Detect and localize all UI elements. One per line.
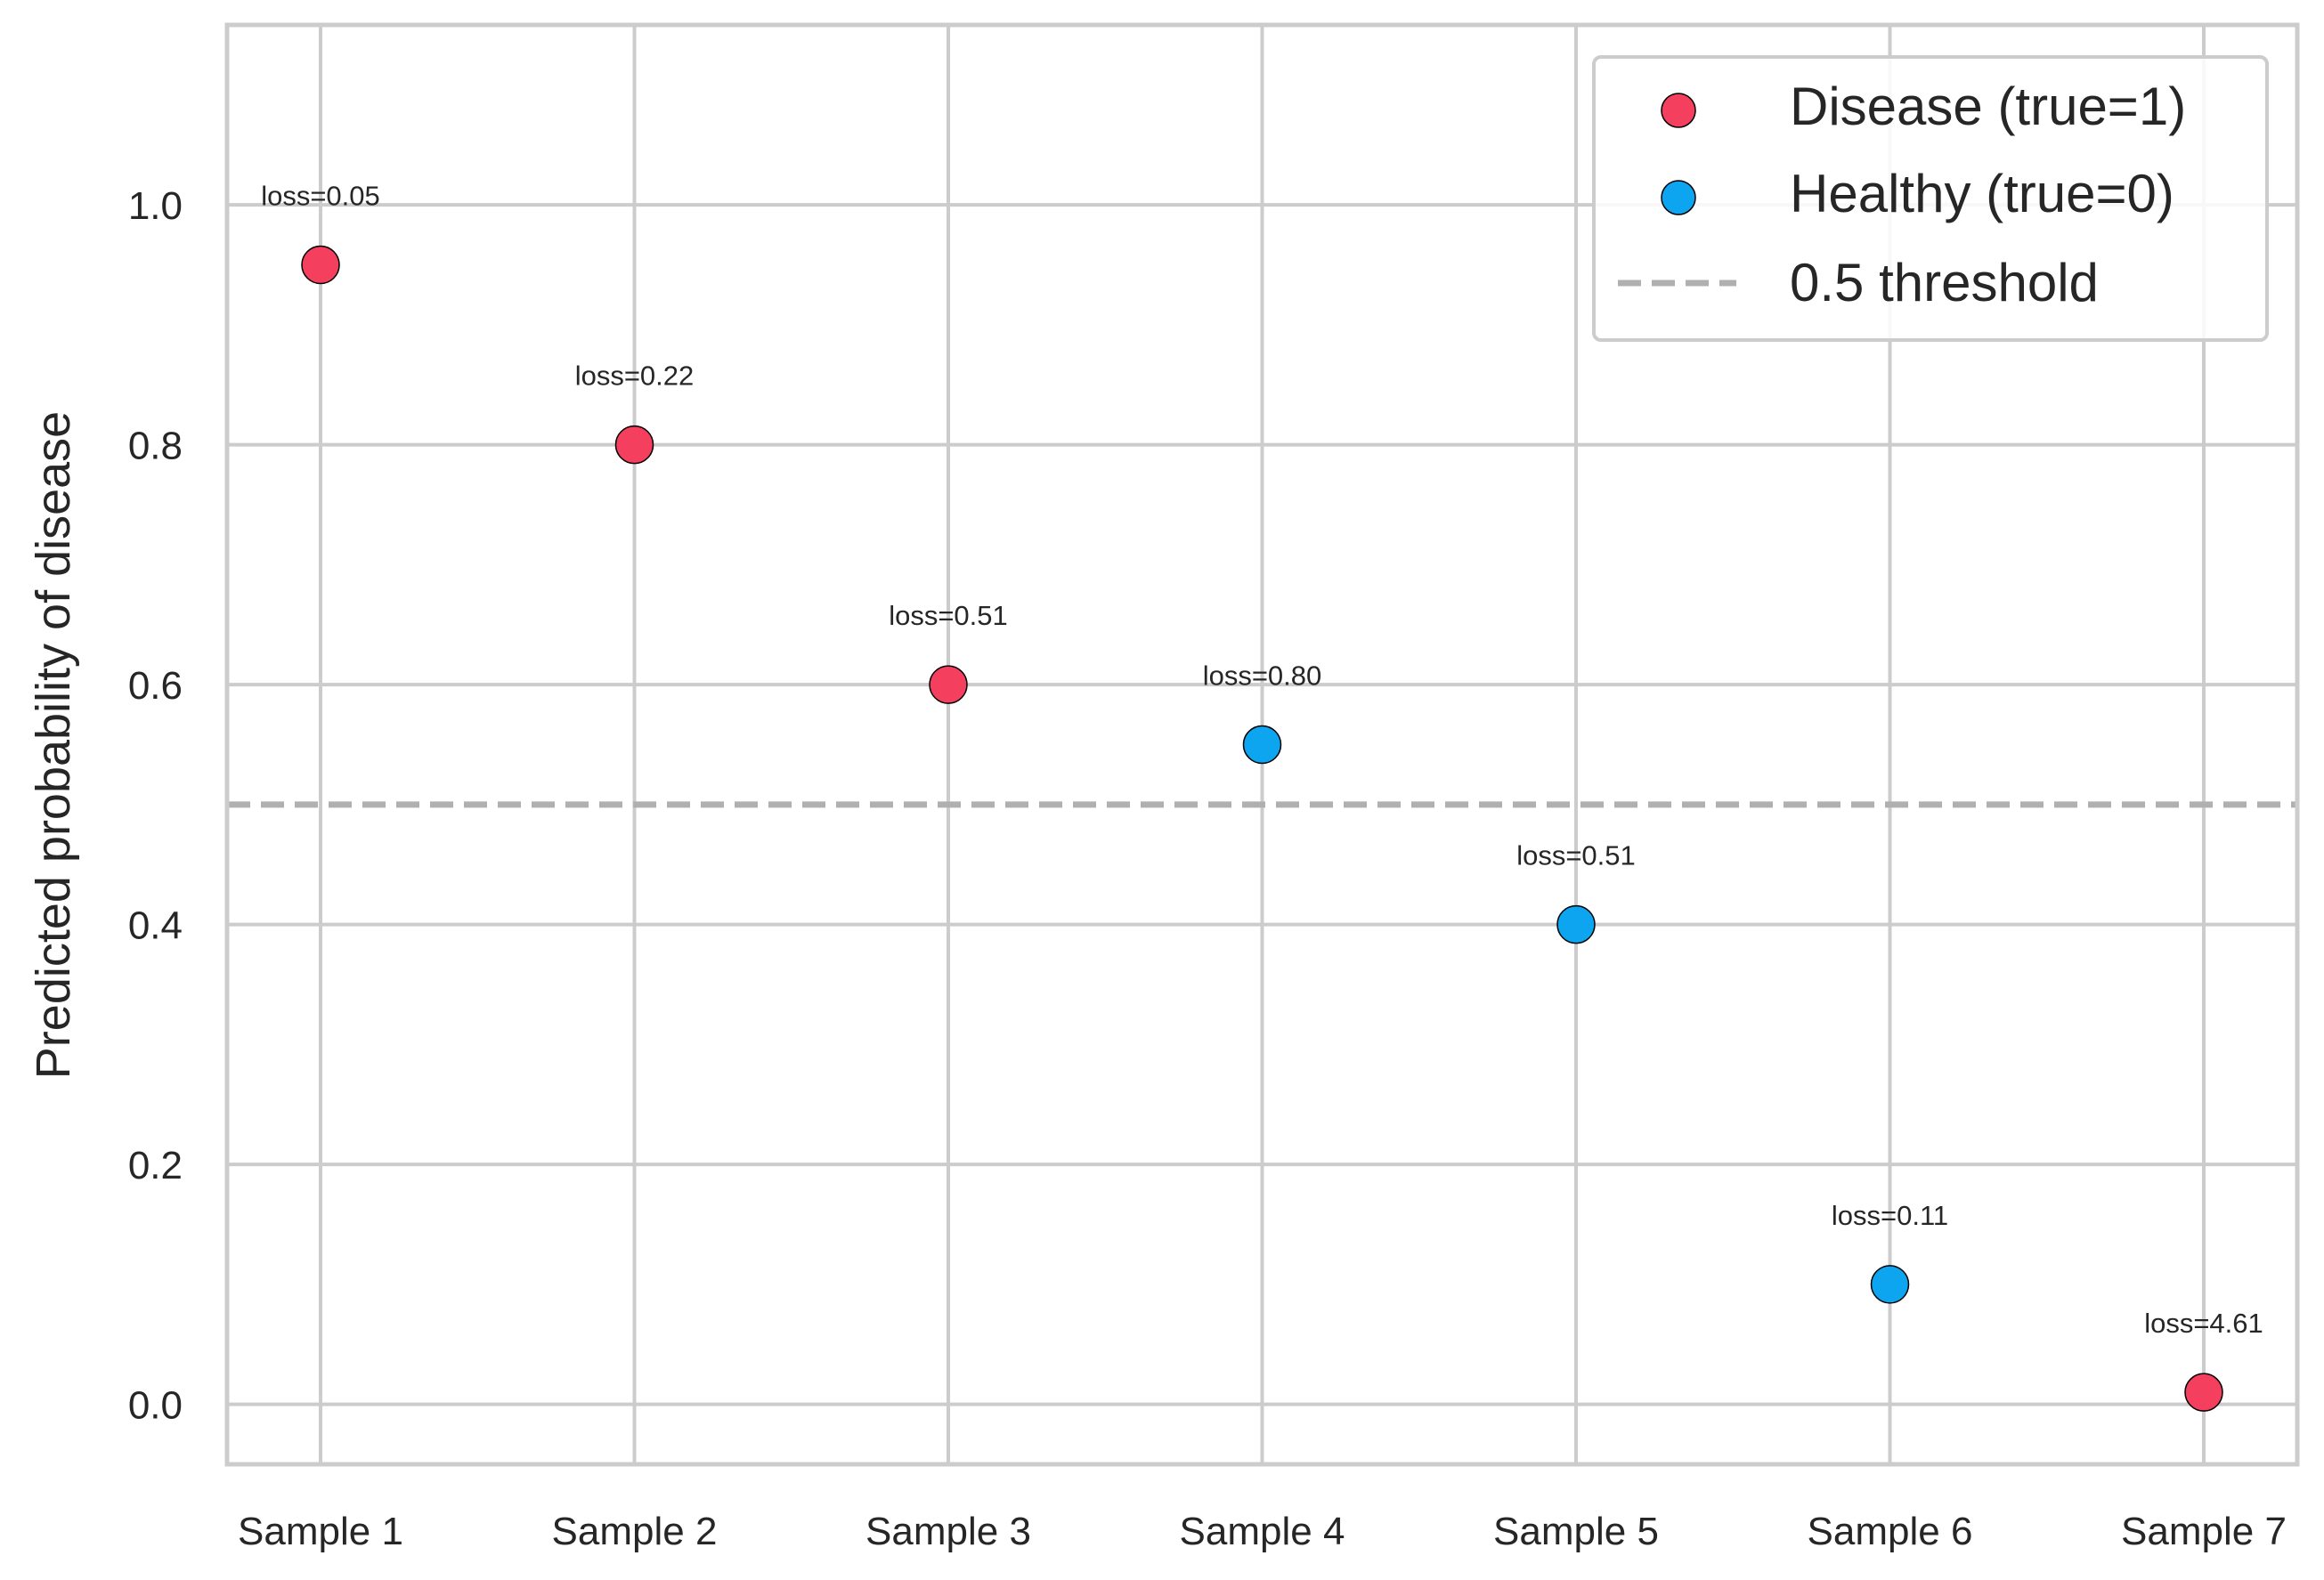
- disease-point: [614, 425, 654, 465]
- healthy-point: [1870, 1265, 1910, 1304]
- legend-marker-disease: [1661, 93, 1696, 128]
- legend: Disease (true=1) Healthy (true=0) 0.5 th…: [1592, 55, 2269, 342]
- loss-label: loss=0.22: [575, 361, 695, 392]
- x-tick-label: Sample 3: [865, 1510, 1031, 1553]
- x-tick-label: Sample 1: [238, 1510, 403, 1553]
- legend-label-threshold: 0.5 threshold: [1790, 253, 2099, 312]
- x-tick-label: Sample 2: [552, 1510, 718, 1553]
- loss-label: loss=0.51: [1516, 840, 1636, 871]
- loss-label: loss=0.11: [1832, 1200, 1948, 1231]
- y-tick-labels: 0.0 0.2 0.4 0.6 0.8 1.0: [128, 184, 183, 1428]
- y-tick-label: 1.0: [128, 184, 183, 228]
- loss-label: loss=4.61: [2144, 1308, 2263, 1339]
- x-tick-label: Sample 5: [1493, 1510, 1659, 1553]
- legend-label-disease: Disease (true=1): [1790, 77, 2186, 136]
- x-tick-label: Sample 6: [1808, 1510, 1973, 1553]
- y-tick-label: 0.8: [128, 425, 183, 468]
- healthy-point: [1242, 725, 1282, 765]
- loss-label: loss=0.05: [261, 181, 380, 212]
- loss-label: loss=0.80: [1203, 660, 1322, 692]
- y-tick-label: 0.2: [128, 1144, 183, 1187]
- disease-point: [929, 665, 968, 704]
- disease-point: [301, 245, 340, 285]
- y-tick-label: 0.0: [128, 1384, 183, 1428]
- y-tick-label: 0.4: [128, 904, 183, 948]
- legend-box: [1592, 55, 2269, 342]
- legend-label-healthy: Healthy (true=0): [1790, 164, 2174, 223]
- x-tick-label: Sample 7: [2121, 1510, 2287, 1553]
- legend-marker-healthy: [1661, 180, 1696, 215]
- x-tick-label: Sample 4: [1180, 1510, 1345, 1553]
- y-axis-label: Predicted probability of disease: [27, 411, 80, 1079]
- data-points: loss=0.05 loss=0.22 loss=0.51 loss=4.61 loss…: [261, 181, 2263, 1412]
- healthy-point: [1556, 904, 1596, 944]
- loss-label: loss=0.51: [889, 600, 1008, 631]
- plot-frame: [224, 22, 2300, 1467]
- disease-point: [2184, 1373, 2223, 1412]
- y-tick-label: 0.6: [128, 664, 183, 708]
- x-tick-labels: Sample 1 Sample 2 Sample 3 Sample 4 Sample 5…: [238, 1510, 2287, 1553]
